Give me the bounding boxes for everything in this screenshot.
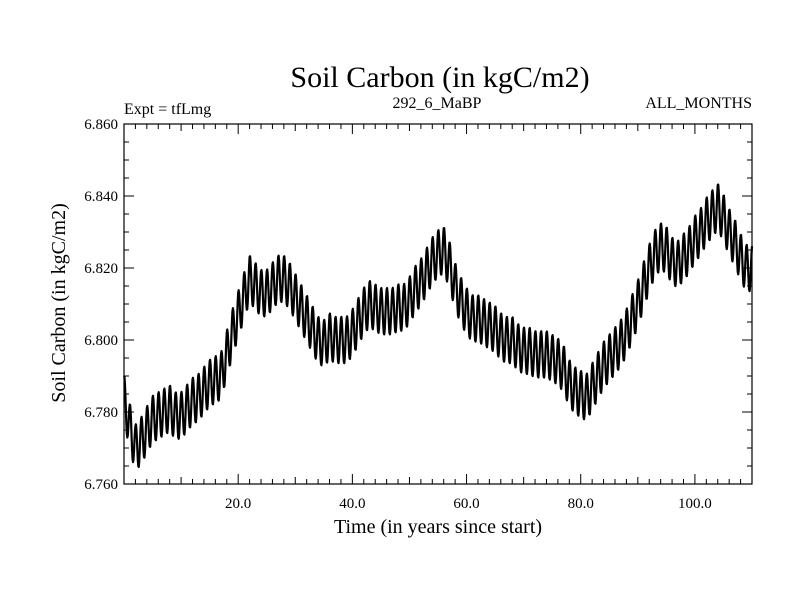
y-tick-label: 6.780 bbox=[84, 405, 118, 421]
y-axis-label: Soil Carbon (in kgC/m2) bbox=[48, 203, 70, 402]
chart-title: Soil Carbon (in kgC/m2) bbox=[290, 61, 589, 94]
x-tick-label: 100.0 bbox=[678, 496, 712, 512]
plot-frame bbox=[123, 123, 753, 485]
subtitle-center: 292_6_MaBP bbox=[393, 95, 482, 112]
x-tick-labels: 20.0 40.0 60.0 80.0 100.0 bbox=[225, 496, 712, 512]
subtitle-right: ALL_MONTHS bbox=[645, 95, 752, 112]
y-tick-labels: 6.760 6.780 6.800 6.820 6.840 6.860 bbox=[84, 117, 118, 493]
subtitle-left: Expt = tfLmg bbox=[124, 101, 211, 118]
y-tick-label: 6.860 bbox=[84, 117, 118, 133]
y-tick-label: 6.800 bbox=[84, 333, 118, 349]
axis-ticks bbox=[124, 123, 752, 485]
y-tick-label: 6.840 bbox=[84, 189, 118, 205]
y-tick-label: 6.820 bbox=[84, 261, 118, 277]
x-tick-label: 20.0 bbox=[225, 496, 251, 512]
x-tick-label: 60.0 bbox=[453, 496, 479, 512]
y-tick-label: 6.760 bbox=[84, 477, 118, 493]
x-axis-label: Time (in years since start) bbox=[334, 516, 542, 538]
x-tick-label: 40.0 bbox=[339, 496, 365, 512]
soil-carbon-line bbox=[122, 183, 754, 469]
x-tick-label: 80.0 bbox=[568, 496, 594, 512]
